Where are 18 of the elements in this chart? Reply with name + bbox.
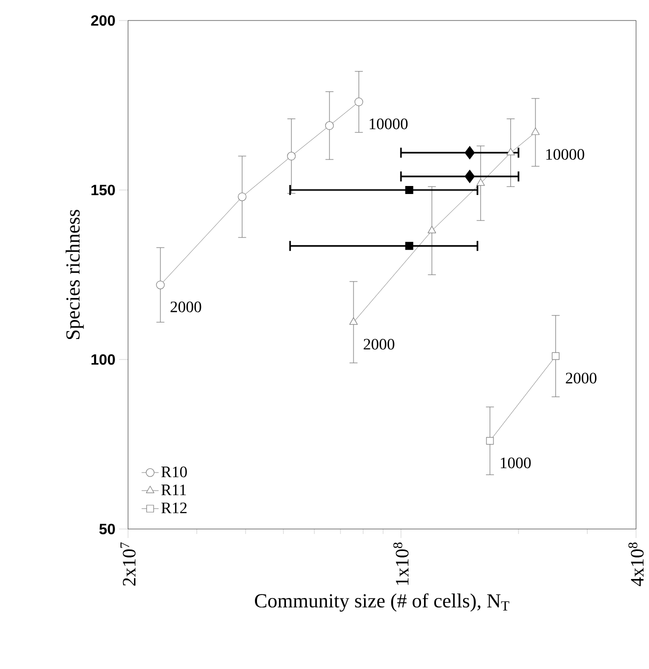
annotation: 2000 xyxy=(566,372,596,384)
y-axis-title: Species richness xyxy=(66,210,84,339)
x-axis-title: Community size (# of cells), N$_{T}$ xyxy=(254,593,510,612)
annotation: 2000 xyxy=(170,302,202,312)
annotation: 10000 xyxy=(370,118,408,130)
y-tick-label: 200 xyxy=(91,15,115,26)
y-tick-label: 150 xyxy=(92,184,115,196)
legend-label: R11 xyxy=(161,484,186,496)
annotation: 10000 xyxy=(546,148,584,160)
legend-label: R12 xyxy=(161,502,187,514)
y-tick-label: 100 xyxy=(92,354,115,365)
annotation: 1000 xyxy=(500,457,531,468)
x-tick-label: 2x10$^{7}$ xyxy=(120,542,136,586)
x-tick-label: 4x10$^{8}$ xyxy=(628,542,644,586)
legend-label: R10 xyxy=(161,466,187,478)
annotation: 2000 xyxy=(364,338,394,350)
y-tick-label: 50 xyxy=(99,524,115,534)
x-tick-label: 1x10$^{8}$ xyxy=(393,542,409,585)
